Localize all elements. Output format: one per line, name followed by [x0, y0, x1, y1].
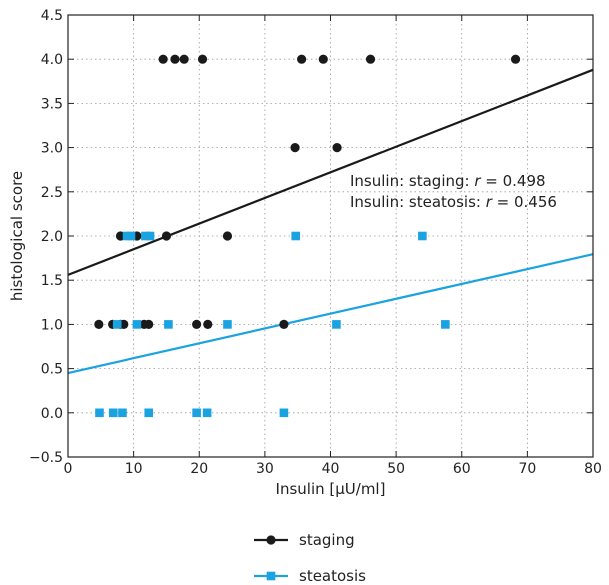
- steatosis-point: [441, 320, 450, 329]
- steatosis-point: [144, 408, 154, 418]
- y-tick-label: 4.0: [41, 52, 63, 68]
- steatosis-fit-line: [67, 253, 594, 375]
- x-axis-title: Insulin [μU/ml]: [276, 480, 386, 498]
- staging-point: [279, 319, 289, 329]
- steatosis-point: [192, 408, 201, 418]
- staging-point: [222, 231, 233, 241]
- tick-marks: [67, 14, 594, 458]
- x-tick-label: 60: [453, 461, 471, 477]
- x-tick-label: 0: [64, 461, 73, 477]
- staging-point: [170, 54, 180, 64]
- y-tick-label: 3.0: [41, 141, 63, 157]
- staging-legend-label: staging: [299, 531, 355, 549]
- steatosis-point: [223, 320, 232, 329]
- staging-point: [318, 54, 328, 64]
- y-tick-label: 2.0: [41, 229, 63, 245]
- steatosis-point: [118, 408, 127, 418]
- y-tick-label: 1.5: [41, 273, 63, 289]
- correlation-annotation: Insulin: steatosis: r = 0.456: [350, 193, 557, 211]
- staging-point: [510, 54, 521, 64]
- steatosis-point: [145, 231, 155, 241]
- staging-point: [158, 54, 168, 64]
- correlation-annotation: Insulin: staging: r = 0.498: [350, 172, 546, 190]
- x-tick-label: 70: [518, 461, 536, 477]
- steatosis-point: [95, 408, 104, 418]
- x-tick-label: 80: [584, 461, 602, 477]
- staging-point: [144, 319, 154, 329]
- steatosis-point: [132, 320, 142, 329]
- x-tick-label: 40: [322, 461, 340, 477]
- staging-fit-line: [67, 68, 594, 276]
- steatosis-point: [202, 408, 212, 418]
- steatosis-point: [279, 408, 289, 418]
- steatosis-point: [141, 231, 150, 241]
- x-tick-label: 20: [190, 461, 208, 477]
- correlation-annotations: Insulin: staging: r = 0.498 Insulin: stea…: [350, 172, 557, 211]
- y-tick-label: 2.5: [41, 185, 63, 201]
- steatosis-point: [164, 320, 173, 329]
- x-tick-label: 10: [125, 461, 143, 477]
- steatosis-point: [291, 231, 301, 241]
- staging-point: [365, 54, 376, 64]
- steatosis-point: [112, 320, 122, 329]
- staging-point: [179, 54, 189, 64]
- y-axis-title: histological score: [8, 171, 26, 301]
- y-tick-label: 0.0: [41, 406, 63, 422]
- staging-legend-marker: [266, 535, 276, 545]
- staging-point: [192, 319, 202, 329]
- tick-labels: 0 10 20 30 40 50 60 70 80 −0.5 0.0 0.5 1.0 1.5 2.0 2.5 3…: [29, 8, 602, 477]
- staging-point: [332, 143, 342, 153]
- staging-point: [297, 54, 307, 64]
- staging-point: [197, 54, 208, 64]
- grid: [68, 15, 593, 457]
- steatosis-point: [418, 231, 427, 241]
- y-tick-label: 3.5: [41, 96, 63, 112]
- x-tick-label: 30: [256, 461, 274, 477]
- steatosis-legend-label: steatosis: [299, 567, 366, 585]
- steatosis-point: [108, 408, 118, 418]
- fit-lines: [67, 68, 594, 375]
- staging-point: [290, 143, 300, 153]
- legend: staging steatosis: [254, 531, 366, 585]
- steatosis-legend-marker: [266, 571, 276, 581]
- steatosis-point: [126, 231, 136, 241]
- y-tick-label: −0.5: [29, 450, 63, 466]
- steatosis-point: [332, 320, 341, 329]
- y-tick-label: 0.5: [41, 362, 63, 378]
- staging-point: [203, 319, 213, 329]
- x-tick-label: 50: [387, 461, 405, 477]
- y-tick-label: 4.5: [41, 8, 63, 24]
- y-tick-label: 1.0: [41, 317, 63, 333]
- staging-point: [161, 231, 172, 241]
- staging-point: [94, 319, 104, 329]
- data-markers: [94, 54, 521, 418]
